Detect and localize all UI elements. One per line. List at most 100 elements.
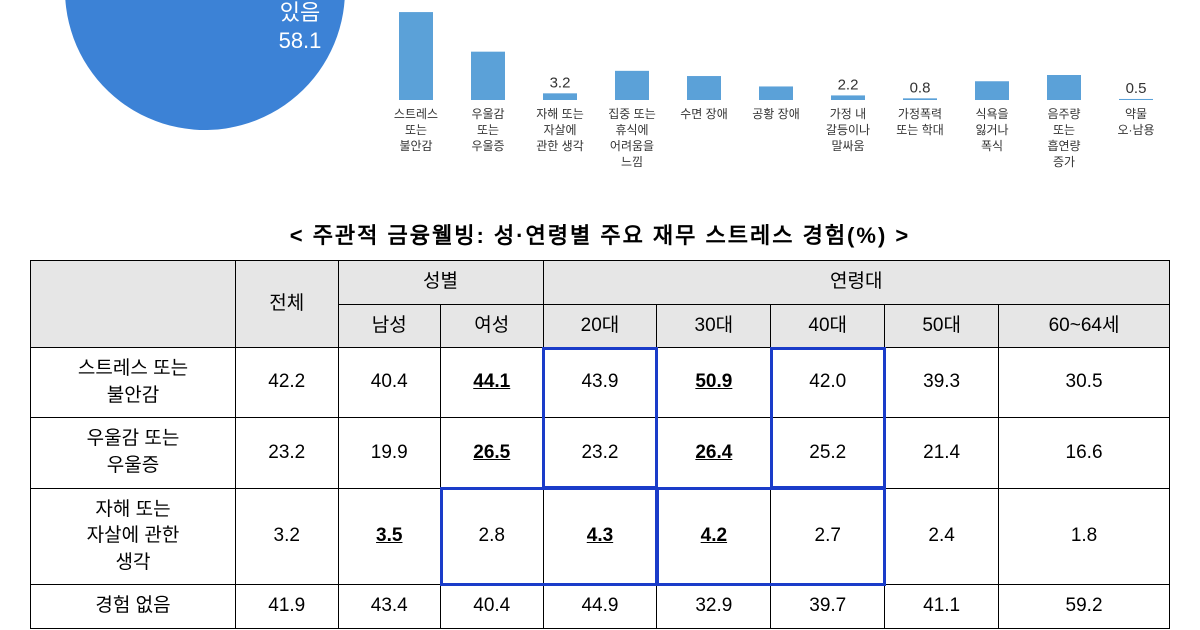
bar-category-label: 흡연량 (1047, 139, 1080, 153)
bar-category-label: 자살에 (543, 123, 576, 137)
table-cell: 4.3 (543, 488, 657, 585)
table-cell: 43.4 (338, 585, 441, 629)
table-cell: 44.1 (441, 348, 544, 418)
table-cell: 42.2 (236, 348, 339, 418)
table-cell: 25.2 (771, 418, 885, 488)
table-row: 우울감 또는우울증23.219.926.523.226.425.221.416.… (31, 418, 1170, 488)
table-header: 여성 (441, 304, 544, 348)
table-header: 40대 (771, 304, 885, 348)
table-cell: 26.5 (441, 418, 544, 488)
bar-category-label: 우울증 (471, 139, 504, 153)
table-header: 연령대 (543, 261, 1169, 305)
bar-value-label: 0.8 (910, 79, 931, 96)
bar (903, 98, 937, 100)
row-label: 자해 또는자살에 관한생각 (31, 488, 236, 585)
bar-category-label: 갈등이나 (826, 123, 870, 137)
table-header: 남성 (338, 304, 441, 348)
bar-category-label: 관한 생각 (536, 139, 584, 153)
bar-chart: 스트레스또는불안감 우울감또는우울증 3.2 자해 또는자살에관한 생각 집중 또는휴식… (380, 0, 1180, 200)
table-cell: 19.9 (338, 418, 441, 488)
table-cell: 3.5 (338, 488, 441, 585)
table-cell: 39.3 (885, 348, 999, 418)
bar (831, 95, 865, 100)
bar-category-label: 집중 또는 (608, 107, 656, 121)
table-header: 성별 (338, 261, 543, 305)
bar (615, 71, 649, 100)
table-cell: 32.9 (657, 585, 771, 629)
bar-category-label: 스트레스 (394, 107, 438, 121)
bar-category-label: 음주량 (1047, 107, 1080, 121)
table-cell: 43.9 (543, 348, 657, 418)
row-label: 우울감 또는우울증 (31, 418, 236, 488)
table-row: 경험 없음41.943.440.444.932.939.741.159.2 (31, 585, 1170, 629)
table-cell: 2.7 (771, 488, 885, 585)
pie-chart: 있음58.1 (20, 0, 380, 200)
bar-category-label: 어려움을 (610, 139, 654, 153)
table-cell: 44.9 (543, 585, 657, 629)
table-wrap: 전체성별연령대남성여성20대30대40대50대60~64세스트레스 또는불안감4… (0, 260, 1200, 629)
bar-category-label: 또는 (405, 123, 427, 137)
row-label: 스트레스 또는불안감 (31, 348, 236, 418)
bar (1119, 99, 1153, 100)
bar-category-label: 가정 내 (830, 107, 866, 121)
bar (399, 12, 433, 100)
table-cell: 50.9 (657, 348, 771, 418)
bar (759, 86, 793, 100)
bar-category-label: 증가 (1053, 155, 1075, 169)
bar-category-label: 또는 (1053, 123, 1075, 137)
table-cell: 2.8 (441, 488, 544, 585)
table-header: 60~64세 (999, 304, 1170, 348)
table-cell: 41.9 (236, 585, 339, 629)
bar (975, 81, 1009, 100)
bar-category-label: 공황 장애 (752, 107, 800, 121)
bar-value-label: 0.5 (1126, 80, 1147, 97)
bar-category-label: 폭식 (981, 139, 1003, 153)
table-cell: 3.2 (236, 488, 339, 585)
table-cell: 30.5 (999, 348, 1170, 418)
bar-category-label: 수면 장애 (680, 107, 728, 121)
bar (471, 52, 505, 100)
table-cell: 26.4 (657, 418, 771, 488)
bar-category-label: 약물 (1125, 106, 1147, 121)
bar-value-label: 3.2 (550, 74, 571, 91)
bar-category-label: 말싸움 (831, 139, 864, 153)
table-title: < 주관적 금융웰빙: 성·연령별 주요 재무 스트레스 경험(%) > (0, 218, 1200, 250)
table-cell: 2.4 (885, 488, 999, 585)
bar-category-label: 자해 또는 (536, 107, 584, 121)
table-cell: 40.4 (338, 348, 441, 418)
table-cell: 21.4 (885, 418, 999, 488)
bar-category-label: 휴식에 (615, 123, 648, 137)
table-cell: 39.7 (771, 585, 885, 629)
bar-category-label: 오·남용 (1117, 123, 1154, 137)
bar-value-label: 2.2 (838, 76, 859, 93)
table-header: 20대 (543, 304, 657, 348)
bar (1047, 75, 1081, 100)
table-header: 50대 (885, 304, 999, 348)
bar-category-label: 식욕을 (975, 107, 1008, 121)
bar-category-label: 불안감 (399, 139, 432, 153)
bar-category-label: 가정폭력 (898, 107, 942, 121)
bar-category-label: 잃거나 (975, 123, 1008, 137)
bar-category-label: 또는 (477, 123, 499, 137)
bar-category-label: 또는 학대 (896, 123, 944, 137)
bar-category-label: 느낌 (621, 155, 643, 169)
pie-label-text: 있음 (280, 0, 320, 25)
bar (543, 93, 577, 100)
table-cell: 16.6 (999, 418, 1170, 488)
row-label: 경험 없음 (31, 585, 236, 629)
table-cell: 42.0 (771, 348, 885, 418)
table-row: 자해 또는자살에 관한생각3.23.52.84.34.22.72.41.8 (31, 488, 1170, 585)
table-cell: 1.8 (999, 488, 1170, 585)
bar-category-label: 우울감 (471, 107, 504, 121)
table-cell: 59.2 (999, 585, 1170, 629)
table-row: 스트레스 또는불안감42.240.444.143.950.942.039.330… (31, 348, 1170, 418)
table-cell: 40.4 (441, 585, 544, 629)
table-header (31, 261, 236, 348)
top-charts-row: 있음58.1 스트레스또는불안감 우울감또는우울증 3.2 자해 또는자살에관한 생각… (0, 0, 1200, 200)
table-header: 30대 (657, 304, 771, 348)
table-cell: 41.1 (885, 585, 999, 629)
table-header: 전체 (236, 261, 339, 348)
table-cell: 23.2 (543, 418, 657, 488)
bar (687, 76, 721, 100)
table-cell: 23.2 (236, 418, 339, 488)
